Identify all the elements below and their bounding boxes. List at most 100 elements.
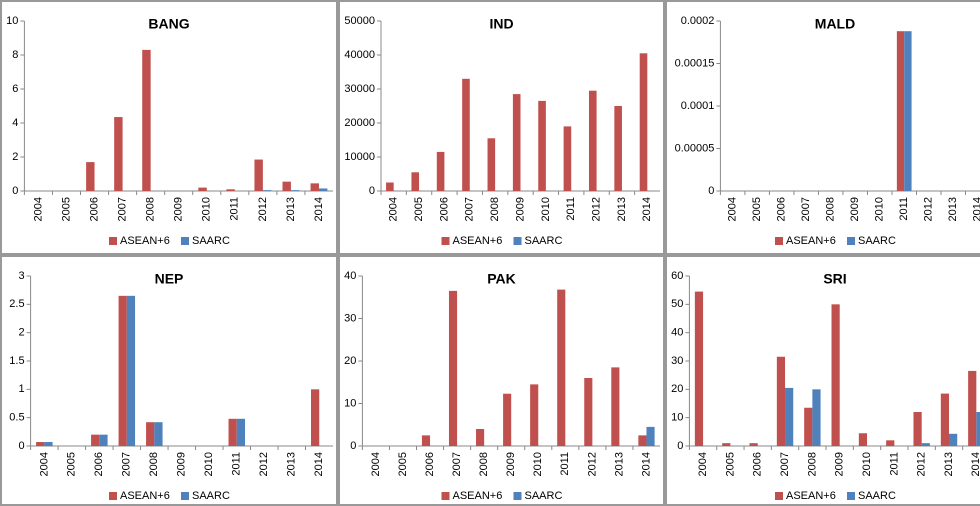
x-tick-label: 2008 [145, 197, 157, 221]
x-tick-label: 2013 [285, 197, 297, 221]
x-tick-label: 2010 [540, 197, 552, 221]
legend-swatch [513, 492, 522, 500]
legend-label: ASEAN+6 [786, 490, 836, 502]
bar [386, 182, 394, 191]
chart-panel: NEP 0 0.5 1 1.5 2 2.5 3 2004 2005 2006 2007 2008 2009… [0, 255, 338, 506]
x-tick-label: 2014 [313, 197, 325, 221]
bar [311, 389, 320, 446]
bar [831, 304, 840, 446]
y-tick-label: 0 [12, 185, 18, 197]
y-tick-label: 0 [350, 440, 356, 452]
x-tick-label: 2005 [724, 452, 736, 476]
x-tick-label: 2014 [970, 452, 980, 476]
x-tick-label: 2007 [116, 197, 128, 221]
x-tick-label: 2005 [66, 452, 78, 476]
legend-label: ASEAN+6 [453, 235, 503, 247]
x-tick-label: 2004 [370, 452, 382, 476]
panel-border [0, 0, 338, 255]
legend-label: SAARC [192, 235, 230, 247]
chart-title: BANG [148, 16, 189, 32]
bar [584, 378, 593, 446]
y-tick-label: 40 [671, 327, 683, 339]
legend-label: SAARC [858, 490, 896, 502]
bar [503, 393, 512, 446]
bar [886, 440, 895, 446]
bar [904, 31, 912, 192]
bar [487, 138, 496, 191]
y-tick-label: 8 [12, 49, 18, 61]
x-tick-label: 2009 [505, 452, 517, 476]
legend-swatch [847, 237, 855, 245]
x-tick-label: 2006 [438, 197, 450, 221]
legend-swatch [847, 492, 855, 500]
x-tick-label: 2010 [861, 452, 873, 476]
chart-title: IND [489, 16, 513, 32]
x-tick-label: 2006 [424, 452, 436, 476]
bar [310, 183, 319, 191]
legend-label: ASEAN+6 [453, 490, 503, 502]
x-tick-label: 2013 [613, 452, 625, 476]
chart-title: PAK [487, 271, 516, 287]
x-tick-label: 2011 [559, 452, 571, 476]
x-tick-label: 2013 [943, 452, 955, 476]
panel-border [338, 0, 665, 255]
y-tick-label: 40 [344, 270, 356, 282]
y-tick-label: 40000 [344, 49, 375, 61]
bar [114, 117, 123, 191]
bar [512, 94, 521, 191]
x-tick-label: 2013 [286, 452, 298, 476]
x-tick-label: 2007 [451, 452, 463, 476]
legend-swatch [181, 237, 189, 245]
bar [896, 31, 905, 192]
x-tick-label: 2005 [60, 197, 72, 221]
y-tick-label: 10000 [344, 151, 375, 163]
legend-label: SAARC [525, 490, 563, 502]
x-tick-label: 2007 [464, 197, 476, 221]
legend-label: ASEAN+6 [786, 235, 836, 247]
panel-border [338, 255, 665, 506]
bar [563, 126, 572, 191]
y-tick-label: 0.00005 [675, 142, 715, 154]
bar [236, 418, 246, 446]
bar [44, 442, 53, 446]
bar [290, 190, 300, 191]
y-tick-label: 2 [18, 327, 24, 339]
y-tick-label: 0 [677, 440, 683, 452]
x-tick-label: 2009 [514, 197, 526, 221]
x-tick-label: 2012 [923, 197, 935, 221]
bar [614, 106, 622, 191]
bar [694, 291, 704, 446]
legend-swatch [109, 237, 117, 245]
y-tick-label: 50000 [344, 15, 375, 27]
x-tick-label: 2014 [972, 197, 980, 221]
x-tick-label: 2008 [825, 197, 837, 221]
x-tick-label: 2005 [751, 197, 763, 221]
legend-swatch [775, 492, 783, 500]
legend-label: ASEAN+6 [120, 490, 170, 502]
bar [448, 290, 458, 446]
y-tick-label: 30000 [344, 83, 375, 95]
bar [812, 389, 821, 446]
bar [436, 151, 445, 191]
chart-panel: IND 0 10000 20000 30000 40000 50000 2004 2005 200… [338, 0, 665, 255]
x-tick-label: 2010 [874, 197, 886, 221]
x-tick-label: 2012 [586, 452, 598, 476]
x-tick-label: 2011 [898, 197, 910, 221]
bar [530, 384, 539, 446]
x-tick-label: 2010 [201, 197, 213, 221]
bar [913, 412, 922, 446]
bar [785, 387, 794, 446]
y-tick-label: 2.5 [9, 298, 24, 310]
y-tick-label: 30 [671, 355, 683, 367]
bar [557, 289, 566, 446]
bar [921, 443, 930, 446]
y-tick-label: 20 [671, 383, 683, 395]
bar [588, 90, 597, 191]
x-tick-label: 2013 [616, 197, 628, 221]
x-tick-label: 2006 [776, 197, 788, 221]
legend-swatch [181, 492, 189, 500]
x-tick-label: 2006 [93, 452, 105, 476]
y-tick-label: 3 [18, 270, 24, 282]
bar [282, 181, 291, 191]
x-tick-label: 2011 [231, 452, 243, 476]
